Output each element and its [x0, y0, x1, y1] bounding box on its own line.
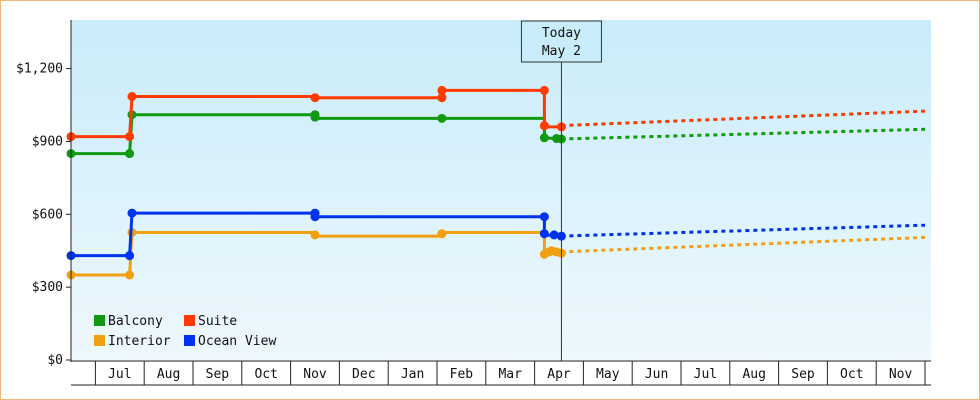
series-interior-point: [125, 270, 135, 280]
series-ocean-view-point: [549, 230, 559, 240]
x-tick-label: Apr: [547, 367, 571, 382]
x-tick-label: Jun: [645, 367, 668, 382]
legend-swatch-suite: [184, 315, 195, 326]
y-tick-label: $300: [32, 280, 63, 295]
x-tick-label: Nov: [303, 367, 327, 382]
series-balcony-point: [310, 112, 320, 122]
y-tick-label: $600: [32, 207, 63, 222]
plot-area: [71, 20, 931, 360]
today-label: Today: [542, 26, 581, 41]
legend-label-suite: Suite: [198, 314, 237, 329]
x-tick-label: May: [596, 367, 620, 382]
series-suite-point: [127, 92, 137, 101]
legend-swatch-interior: [94, 335, 105, 346]
series-balcony-point: [437, 113, 447, 123]
x-tick-label: Sep: [791, 367, 815, 382]
series-suite-point: [539, 121, 549, 131]
series-interior-point: [310, 230, 320, 240]
series-suite-point: [310, 93, 320, 103]
legend-label-ocean-view: Ocean View: [198, 334, 276, 349]
y-tick-label: $900: [32, 134, 63, 149]
series-suite-point: [437, 93, 447, 103]
x-tick-label: Oct: [254, 367, 277, 382]
legend-label-balcony: Balcony: [108, 314, 163, 329]
series-ocean-view-point: [127, 208, 137, 218]
legend-swatch-balcony: [94, 315, 105, 326]
x-tick-label: Sep: [206, 367, 230, 382]
x-tick-label: Oct: [840, 367, 863, 382]
y-tick-label: $0: [47, 353, 63, 368]
series-ocean-view-point: [539, 229, 549, 239]
today-date: May 2: [542, 44, 581, 59]
series-suite-point: [539, 85, 549, 95]
x-tick-label: Aug: [742, 367, 765, 382]
series-suite-point: [437, 85, 447, 95]
series-suite-point: [125, 132, 135, 142]
x-tick-label: Nov: [889, 367, 913, 382]
series-ocean-view-point: [125, 251, 135, 261]
series-interior-point: [437, 229, 447, 239]
legend-swatch-ocean-view: [184, 335, 195, 346]
x-tick-label: Jan: [401, 367, 424, 382]
y-tick-label: $1,200: [16, 62, 63, 77]
series-ocean-view-point: [310, 212, 320, 222]
x-tick-label: Feb: [450, 367, 474, 382]
x-tick-label: Dec: [352, 367, 375, 382]
today-box: [520, 20, 602, 63]
x-tick-label: Jul: [108, 367, 131, 382]
series-suite-history: [71, 88, 562, 139]
x-tick-label: Jul: [694, 367, 717, 382]
series-ocean-view-point: [539, 212, 549, 222]
legend: Balcony Suite Interior Ocean View: [94, 314, 276, 349]
legend-label-interior: Interior: [108, 334, 171, 349]
x-tick-label: Aug: [157, 367, 180, 382]
x-tick-label: Mar: [498, 367, 522, 382]
series-balcony-point: [125, 149, 135, 159]
series-balcony-point: [539, 133, 549, 143]
